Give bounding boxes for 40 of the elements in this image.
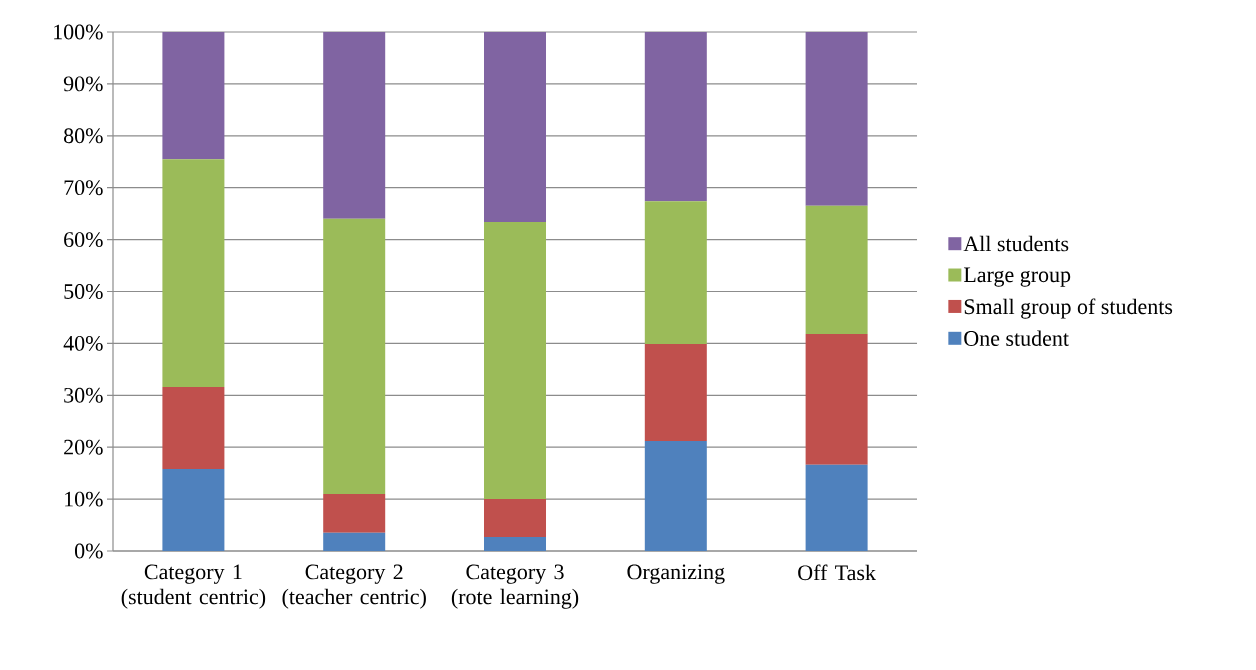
x-tick-label: Category 3 (rote learning) <box>451 564 579 609</box>
bar <box>805 31 868 206</box>
bar <box>162 386 225 469</box>
y-tick-label: 0% <box>75 543 103 559</box>
bar <box>162 31 225 160</box>
y-tick-label: 60% <box>64 232 103 248</box>
y-tick-label: 30% <box>64 387 103 403</box>
bar <box>644 440 707 551</box>
legend-label: One student <box>964 330 1069 346</box>
legend-label: Small group of students <box>964 298 1173 319</box>
x-tick-label: Category 2 (teacher centric) <box>282 564 426 609</box>
y-tick-label: 40% <box>63 335 103 351</box>
bar <box>323 31 386 219</box>
y-tick-label: 20% <box>64 439 103 455</box>
bar <box>323 218 386 494</box>
x-tick-label: Category 1 (student centric) <box>121 564 266 609</box>
bar <box>484 499 546 537</box>
bar <box>162 469 225 551</box>
y-tick-label: 80% <box>64 128 103 144</box>
legend-label: Large group <box>963 267 1071 287</box>
bar <box>805 334 868 465</box>
x-tick-label: Organizing <box>627 564 725 584</box>
bar <box>484 31 546 222</box>
bar <box>323 532 386 551</box>
bar <box>644 31 707 202</box>
bar <box>484 221 546 500</box>
y-tick-label: 10% <box>65 491 103 507</box>
bar <box>162 159 225 387</box>
y-tick-label: 100% <box>54 24 103 40</box>
legend-label: All students <box>963 235 1069 252</box>
bar <box>805 464 868 551</box>
bar <box>644 201 707 344</box>
bar <box>644 343 707 441</box>
bar <box>323 493 386 533</box>
y-tick-label: 70% <box>64 180 103 196</box>
x-tick-label: Off Task <box>798 564 876 581</box>
bar <box>805 205 868 335</box>
y-tick-label: 90% <box>63 76 103 92</box>
bar <box>484 536 546 551</box>
y-tick-label: 50% <box>64 284 103 299</box>
